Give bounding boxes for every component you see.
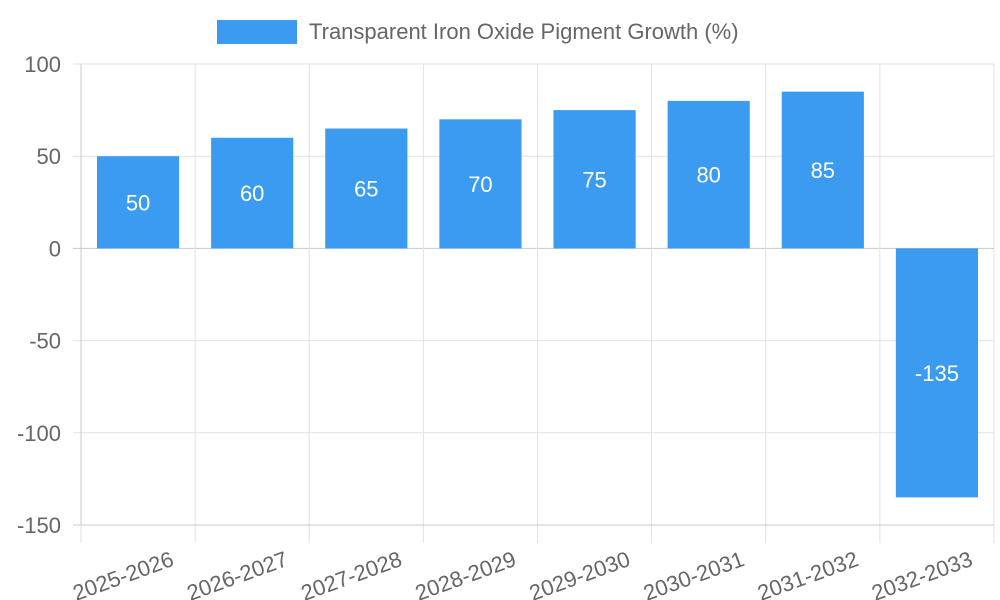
x-axis-ticks: 2025-2026 2026-2027 2027-2028 2028-2029 2029… [69, 546, 975, 600]
bar-2032-2033[interactable] [895, 248, 979, 498]
y-tick-label: 100 [24, 52, 61, 77]
bar-value-label: 80 [696, 163, 720, 188]
bar-2030-2031[interactable] [667, 100, 750, 249]
x-tick-label: 2026-2027 [184, 546, 291, 600]
bar-labels: 50 60 65 70 75 80 85 -135 [126, 158, 959, 386]
bar-value-label: 85 [811, 158, 835, 183]
x-tick-label: 2032-2033 [868, 546, 975, 600]
y-axis-ticks: 100 50 0 -50 -100 -150 [17, 52, 61, 538]
x-tick-label: 2025-2026 [69, 546, 176, 600]
bar-2028-2029[interactable] [439, 119, 522, 249]
x-tick-label: 2027-2028 [298, 546, 405, 600]
bar-2029-2030[interactable] [553, 110, 636, 249]
y-tick-label: -150 [17, 513, 61, 538]
y-tick-label: -50 [29, 329, 61, 354]
bar-value-label: 70 [468, 172, 492, 197]
x-tick-label: 2030-2031 [640, 546, 747, 600]
bar-2026-2027[interactable] [211, 137, 294, 249]
legend[interactable]: Transparent Iron Oxide Pigment Growth (%… [217, 19, 739, 44]
axes [73, 64, 994, 526]
y-tick-label: 0 [49, 236, 61, 261]
bar-value-label: -135 [915, 361, 959, 386]
bar-2025-2026[interactable] [96, 156, 180, 249]
y-tick-label: 50 [37, 144, 61, 169]
x-tick-label: 2029-2030 [526, 546, 633, 600]
bar-value-label: 75 [582, 167, 606, 192]
bar-2031-2032[interactable] [781, 91, 864, 249]
legend-label[interactable]: Transparent Iron Oxide Pigment Growth (%… [309, 19, 739, 44]
x-tick-label: 2031-2032 [754, 546, 861, 600]
bar-value-label: 50 [126, 190, 150, 215]
bar-2027-2028[interactable] [325, 128, 408, 249]
y-tick-label: -100 [17, 421, 61, 446]
bar-value-label: 60 [240, 181, 264, 206]
bars [96, 91, 979, 498]
legend-swatch[interactable] [217, 20, 297, 44]
x-tick-label: 2028-2029 [412, 546, 519, 600]
bar-value-label: 65 [354, 176, 378, 201]
